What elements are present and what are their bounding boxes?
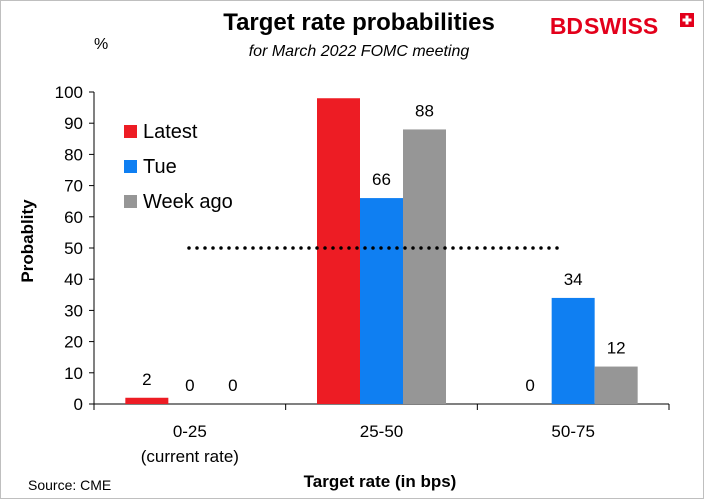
svg-text:BDSWISS: BDSWISS (550, 13, 658, 39)
x-axis-label: Target rate (in bps) (304, 472, 457, 491)
y-tick-label: 10 (64, 364, 83, 383)
legend-swatch (124, 160, 137, 173)
bar (403, 129, 446, 404)
bar-labels: 2 0 0 66 34 0 88 12 (142, 101, 626, 395)
legend-label: Week ago (143, 191, 233, 213)
bar (594, 366, 638, 404)
y-tick-label: 30 (64, 301, 83, 320)
y-tick-label: 70 (64, 177, 83, 196)
data-label: 88 (415, 101, 434, 120)
legend-label: Tue (143, 156, 177, 178)
y-tick-label: 90 (64, 114, 83, 133)
brand-logo-part2: SWISS (584, 13, 658, 39)
y-tick-label: 20 (64, 333, 83, 352)
y-axis-label: Probablity (18, 199, 37, 283)
x-tick-label: 50-75 (551, 422, 594, 441)
y-tick-label: 100 (55, 83, 83, 102)
legend: Latest Tue Week ago (124, 121, 233, 213)
legend-label: Latest (143, 121, 198, 143)
swiss-cross-icon-h (682, 18, 692, 22)
y-tick-label: 60 (64, 208, 83, 227)
data-label: 2 (142, 370, 151, 389)
source-note: Source: CME (28, 477, 111, 493)
y-unit-label: % (94, 36, 108, 53)
x-tick-label: 0-25 (173, 422, 207, 441)
bar (360, 198, 403, 404)
x-axis: 0-25 (current rate) 25-50 50-75 (93, 403, 670, 466)
legend-swatch (124, 195, 137, 208)
legend-swatch (124, 125, 137, 138)
data-label: 0 (525, 376, 534, 395)
chart-subtitle: for March 2022 FOMC meeting (249, 43, 470, 60)
bar (551, 297, 595, 404)
data-label: 34 (564, 270, 583, 289)
brand-logo: BDSWISS (550, 13, 694, 39)
data-label: 0 (185, 376, 194, 395)
y-tick-label: 0 (74, 395, 83, 414)
bar (317, 98, 360, 405)
y-tick-label: 50 (64, 239, 83, 258)
data-label: 12 (607, 339, 626, 358)
bar (125, 397, 169, 404)
y-tick-label: 80 (64, 145, 83, 164)
bars (125, 98, 638, 405)
data-label: 0 (228, 376, 237, 395)
y-tick-label: 40 (64, 270, 83, 289)
x-tick-sublabel: (current rate) (141, 447, 239, 466)
chart-title: Target rate probabilities (223, 9, 495, 36)
x-tick-label: 25-50 (360, 422, 403, 441)
y-axis: 0 10 20 30 40 50 60 70 80 90 100 (55, 83, 95, 414)
data-label: 66 (372, 170, 391, 189)
brand-logo-part1: BD (550, 13, 583, 39)
